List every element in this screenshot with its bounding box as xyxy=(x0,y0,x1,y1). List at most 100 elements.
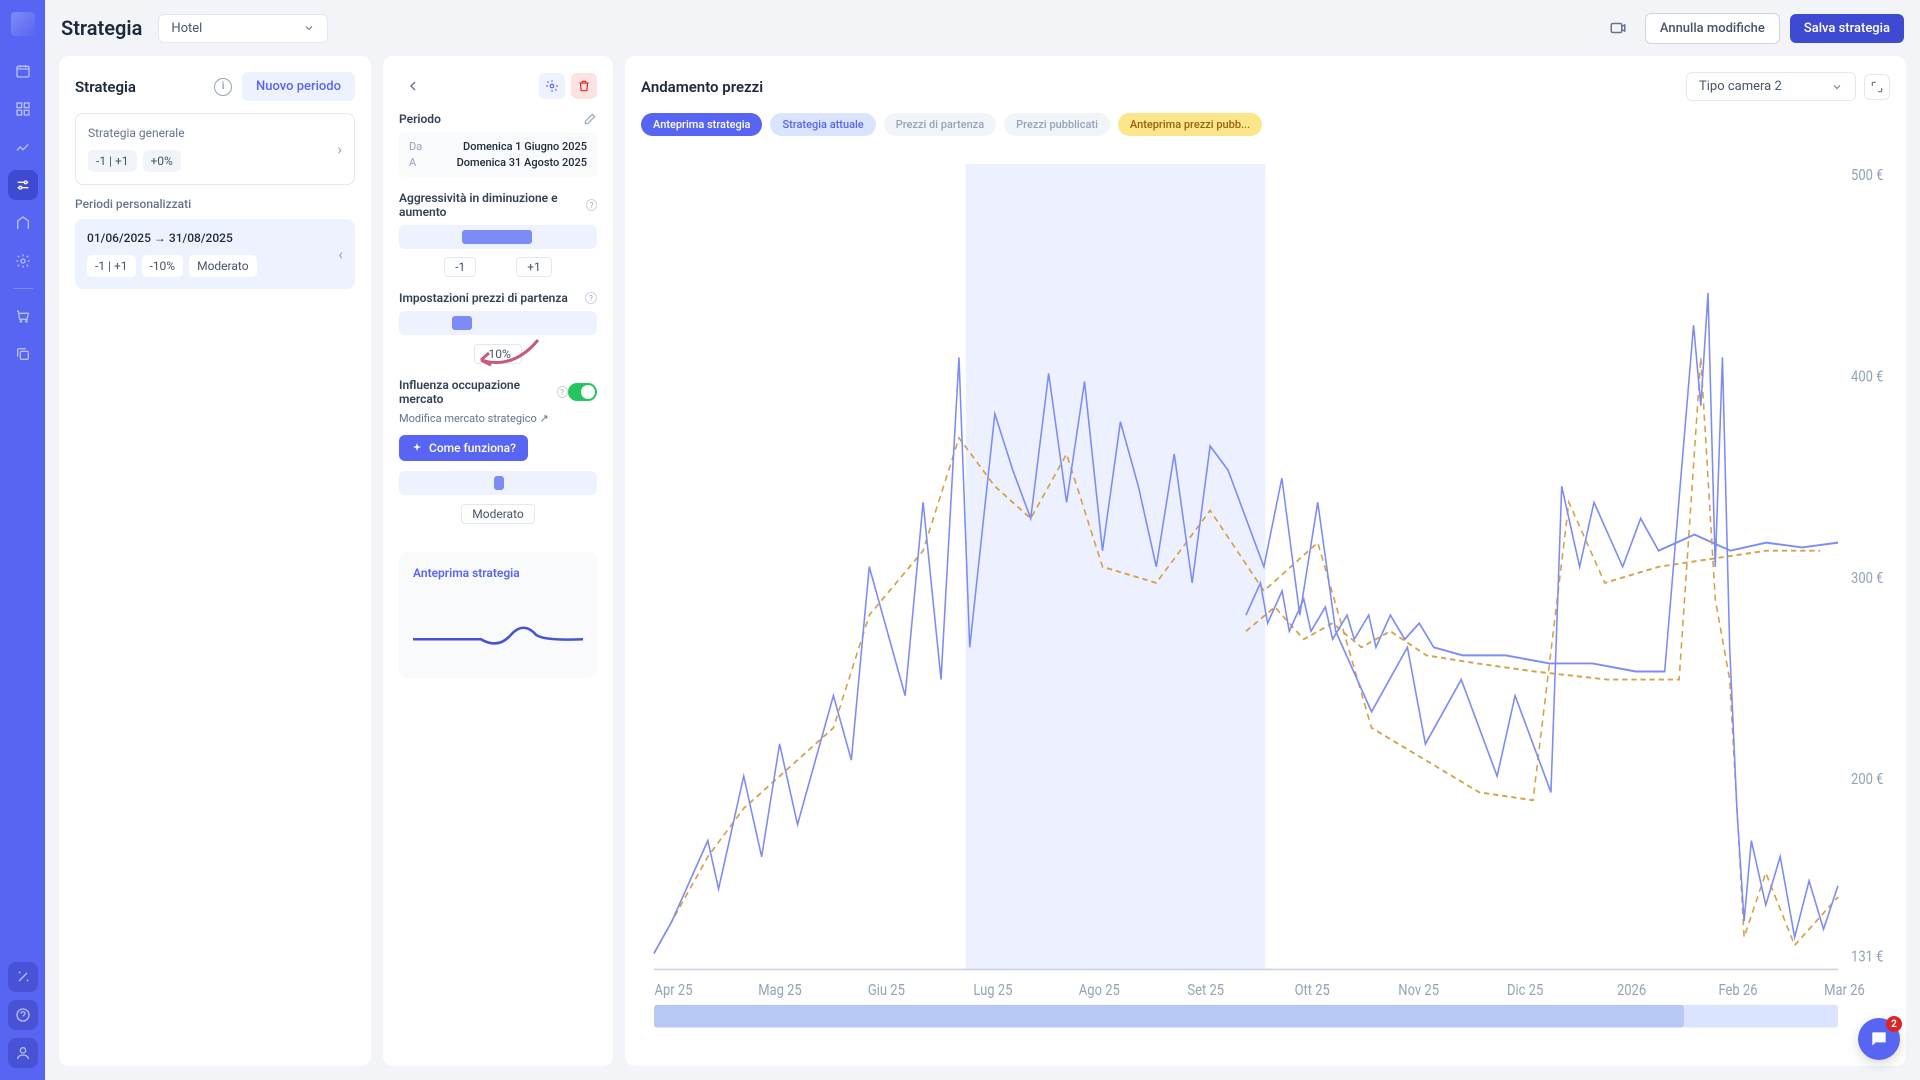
custom-periods-label: Periodi personalizzati xyxy=(75,197,355,211)
start-price-slider[interactable] xyxy=(399,311,597,335)
svg-text:Dic 25: Dic 25 xyxy=(1507,980,1543,1000)
period-dates: 01/06/2025 → 31/08/2025 xyxy=(87,231,343,245)
influence-toggle[interactable] xyxy=(568,383,597,401)
room-dropdown[interactable]: Tipo camera 2 xyxy=(1686,72,1856,101)
chart-legend: Anteprima strategia Strategia attuale Pr… xyxy=(641,113,1890,136)
period-chip-2: -10% xyxy=(142,255,184,277)
chart-area: 500 €400 €300 €200 €131 €Apr 25Mag 25Giu… xyxy=(641,148,1890,1050)
chat-icon xyxy=(1869,1029,1889,1049)
preview-title: Anteprima strategia xyxy=(413,566,583,580)
how-works-label: Come funziona? xyxy=(429,441,516,455)
nav-user[interactable] xyxy=(8,1038,38,1068)
aggr-label: Aggressività in diminuzione e aumento xyxy=(399,191,582,219)
nav-gear[interactable] xyxy=(8,246,38,276)
chart-panel: Andamento prezzi Tipo camera 2 Anteprima… xyxy=(625,56,1906,1066)
general-strategy-card[interactable]: Strategia generale -1 | +1 +0% › xyxy=(75,113,355,185)
hotel-dropdown[interactable]: Hotel xyxy=(158,14,328,43)
save-button[interactable]: Salva strategia xyxy=(1790,14,1904,43)
general-chip-2: +0% xyxy=(143,150,181,172)
new-period-button[interactable]: Nuovo periodo xyxy=(242,72,355,101)
da-label: Da xyxy=(409,140,422,153)
nav-building[interactable] xyxy=(8,208,38,238)
logo xyxy=(11,12,35,36)
svg-text:Lug 25: Lug 25 xyxy=(973,980,1012,1000)
chevron-down-icon xyxy=(1831,81,1843,93)
a-value: Domenica 31 Agosto 2025 xyxy=(457,156,587,169)
nav-sliders[interactable] xyxy=(8,170,38,200)
a-label: A xyxy=(409,156,416,169)
back-button[interactable] xyxy=(399,72,427,100)
period-card[interactable]: 01/06/2025 → 31/08/2025 -1 | +1 -10% Mod… xyxy=(75,219,355,289)
nav-calendar[interactable] xyxy=(8,56,38,86)
sparkle-icon xyxy=(411,442,423,454)
legend-3[interactable]: Prezzi di partenza xyxy=(884,113,996,136)
legend-1[interactable]: Anteprima strategia xyxy=(641,113,762,136)
aggr-val2: +1 xyxy=(516,257,552,277)
video-icon-button[interactable] xyxy=(1601,11,1635,45)
svg-text:Apr 25: Apr 25 xyxy=(655,980,693,1000)
chat-button[interactable]: 2 xyxy=(1858,1018,1900,1060)
legend-5[interactable]: Anteprima prezzi pubb... xyxy=(1118,113,1262,136)
help-icon-3[interactable]: ? xyxy=(557,386,568,398)
help-icon[interactable]: ? xyxy=(586,199,597,211)
start-price-val: -10% xyxy=(474,344,522,364)
preview-box: Anteprima strategia xyxy=(399,552,597,678)
hotel-dropdown-label: Hotel xyxy=(171,21,202,36)
svg-text:500 €: 500 € xyxy=(1851,165,1883,185)
period-chip-1: -1 | +1 xyxy=(87,255,136,277)
chat-badge: 2 xyxy=(1886,1016,1902,1032)
chevron-left-icon: ‹ xyxy=(338,245,343,264)
svg-text:Giu 25: Giu 25 xyxy=(868,980,905,1000)
sidebar xyxy=(0,0,45,1080)
svg-text:Feb 26: Feb 26 xyxy=(1718,980,1757,1000)
strategy-panel-title: Strategia xyxy=(75,78,136,96)
influence-val: Moderato xyxy=(461,504,534,524)
svg-text:Nov 25: Nov 25 xyxy=(1398,980,1439,1000)
help-icon-2[interactable]: ? xyxy=(585,292,597,304)
start-price-label: Impostazioni prezzi di partenza xyxy=(399,291,568,305)
aggr-slider[interactable] xyxy=(399,225,597,249)
strategy-panel: Strategia i Nuovo periodo Strategia gene… xyxy=(59,56,371,1066)
period-settings-panel: Periodo DaDomenica 1 Giugno 2025 ADomeni… xyxy=(383,56,613,1066)
info-icon[interactable]: i xyxy=(214,78,232,96)
legend-4[interactable]: Prezzi pubblicati xyxy=(1004,113,1110,136)
expand-button[interactable] xyxy=(1864,74,1890,100)
svg-text:300 €: 300 € xyxy=(1851,567,1883,587)
nav-cart[interactable] xyxy=(8,301,38,331)
date-range-box: DaDomenica 1 Giugno 2025 ADomenica 31 Ag… xyxy=(399,132,597,177)
market-link[interactable]: Modifica mercato strategico ↗ xyxy=(399,412,597,425)
legend-2[interactable]: Strategia attuale xyxy=(770,113,875,136)
undo-button[interactable]: Annulla modifiche xyxy=(1645,13,1780,44)
aggr-val1: -1 xyxy=(444,257,476,277)
svg-text:Set 25: Set 25 xyxy=(1187,980,1224,1000)
price-chart: 500 €400 €300 €200 €131 €Apr 25Mag 25Giu… xyxy=(641,148,1890,1050)
topbar: Strategia Hotel Annulla modifiche Salva … xyxy=(45,0,1920,56)
svg-text:Mar 26: Mar 26 xyxy=(1824,980,1865,1000)
nav-grid[interactable] xyxy=(8,94,38,124)
chevron-right-icon: › xyxy=(337,140,342,159)
settings-button[interactable] xyxy=(539,73,565,99)
general-chip-1: -1 | +1 xyxy=(88,150,137,172)
chevron-down-icon xyxy=(303,22,315,34)
nav-magic[interactable] xyxy=(8,962,38,992)
general-card-title: Strategia generale xyxy=(88,126,342,140)
room-dropdown-label: Tipo camera 2 xyxy=(1699,79,1782,94)
page-title: Strategia xyxy=(61,16,142,40)
svg-text:200 €: 200 € xyxy=(1851,769,1883,789)
svg-text:Ago 25: Ago 25 xyxy=(1079,980,1120,1000)
influence-slider[interactable] xyxy=(399,471,597,495)
edit-icon[interactable] xyxy=(583,112,597,126)
how-works-button[interactable]: Come funziona? xyxy=(399,435,528,461)
delete-button[interactable] xyxy=(571,73,597,99)
svg-text:131 €: 131 € xyxy=(1851,946,1883,966)
svg-text:Mag 25: Mag 25 xyxy=(758,980,802,1000)
nav-chart[interactable] xyxy=(8,132,38,162)
chart-title: Andamento prezzi xyxy=(641,78,763,96)
periodo-label: Periodo xyxy=(399,112,441,126)
nav-divider xyxy=(13,288,33,289)
svg-text:2026: 2026 xyxy=(1617,980,1646,1000)
nav-help[interactable] xyxy=(8,1000,38,1030)
nav-copy[interactable] xyxy=(8,339,38,369)
svg-text:Ott 25: Ott 25 xyxy=(1295,980,1330,1000)
preview-curve xyxy=(413,610,583,660)
